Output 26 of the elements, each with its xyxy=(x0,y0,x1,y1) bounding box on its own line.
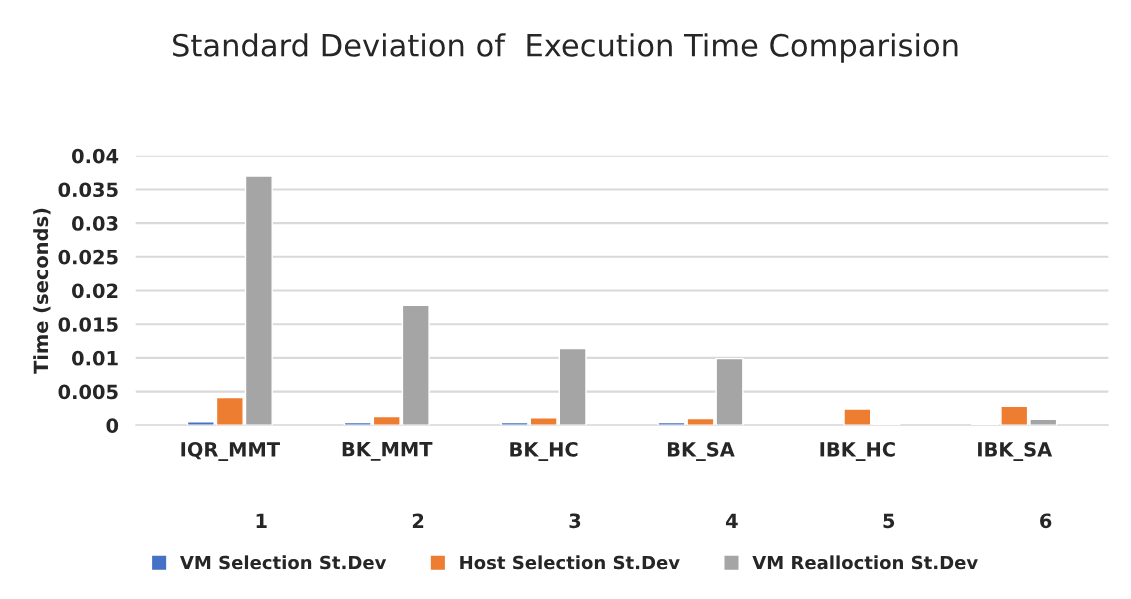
text: 4 xyxy=(725,513,738,528)
legend-label: Host Selection St.Dev xyxy=(460,555,680,570)
y-tick-label: 0.035 xyxy=(58,182,118,198)
x-tick-label: IQR_MMT xyxy=(181,441,280,461)
legend-label: VM Selection St.Dev xyxy=(180,555,387,570)
y-tick-label: 0.04 xyxy=(72,148,119,164)
text: 6 xyxy=(1040,513,1052,529)
x-tick-label: BK_HC xyxy=(510,441,578,461)
y-tick-label: 0.015 xyxy=(58,317,118,332)
x-tick-label: IBK_HC xyxy=(820,441,895,461)
text: 2 xyxy=(412,513,424,528)
y-tick-label: 0.005 xyxy=(58,384,118,400)
y-tick-label: 0.01 xyxy=(72,350,118,366)
x-tick-label: BK_MMT xyxy=(342,442,433,461)
y-tick-label: 0.02 xyxy=(72,283,118,299)
text: 3 xyxy=(569,513,581,529)
text: 1 xyxy=(256,513,267,528)
legend-label: VM Realloction St.Dev xyxy=(752,555,978,570)
text: 5 xyxy=(883,513,895,529)
y-tick-label: 0.025 xyxy=(58,249,118,265)
x-tick-label: BK_SA xyxy=(667,441,735,461)
y-axis-title: Time (seconds) xyxy=(33,208,51,374)
y-tick-label: 0.03 xyxy=(72,216,118,231)
x-tick-label: IBK_SA xyxy=(978,441,1053,461)
chart-title: Standard Deviation of Execution Time Comparision xyxy=(173,33,958,63)
y-tick-label: 0 xyxy=(106,418,119,433)
